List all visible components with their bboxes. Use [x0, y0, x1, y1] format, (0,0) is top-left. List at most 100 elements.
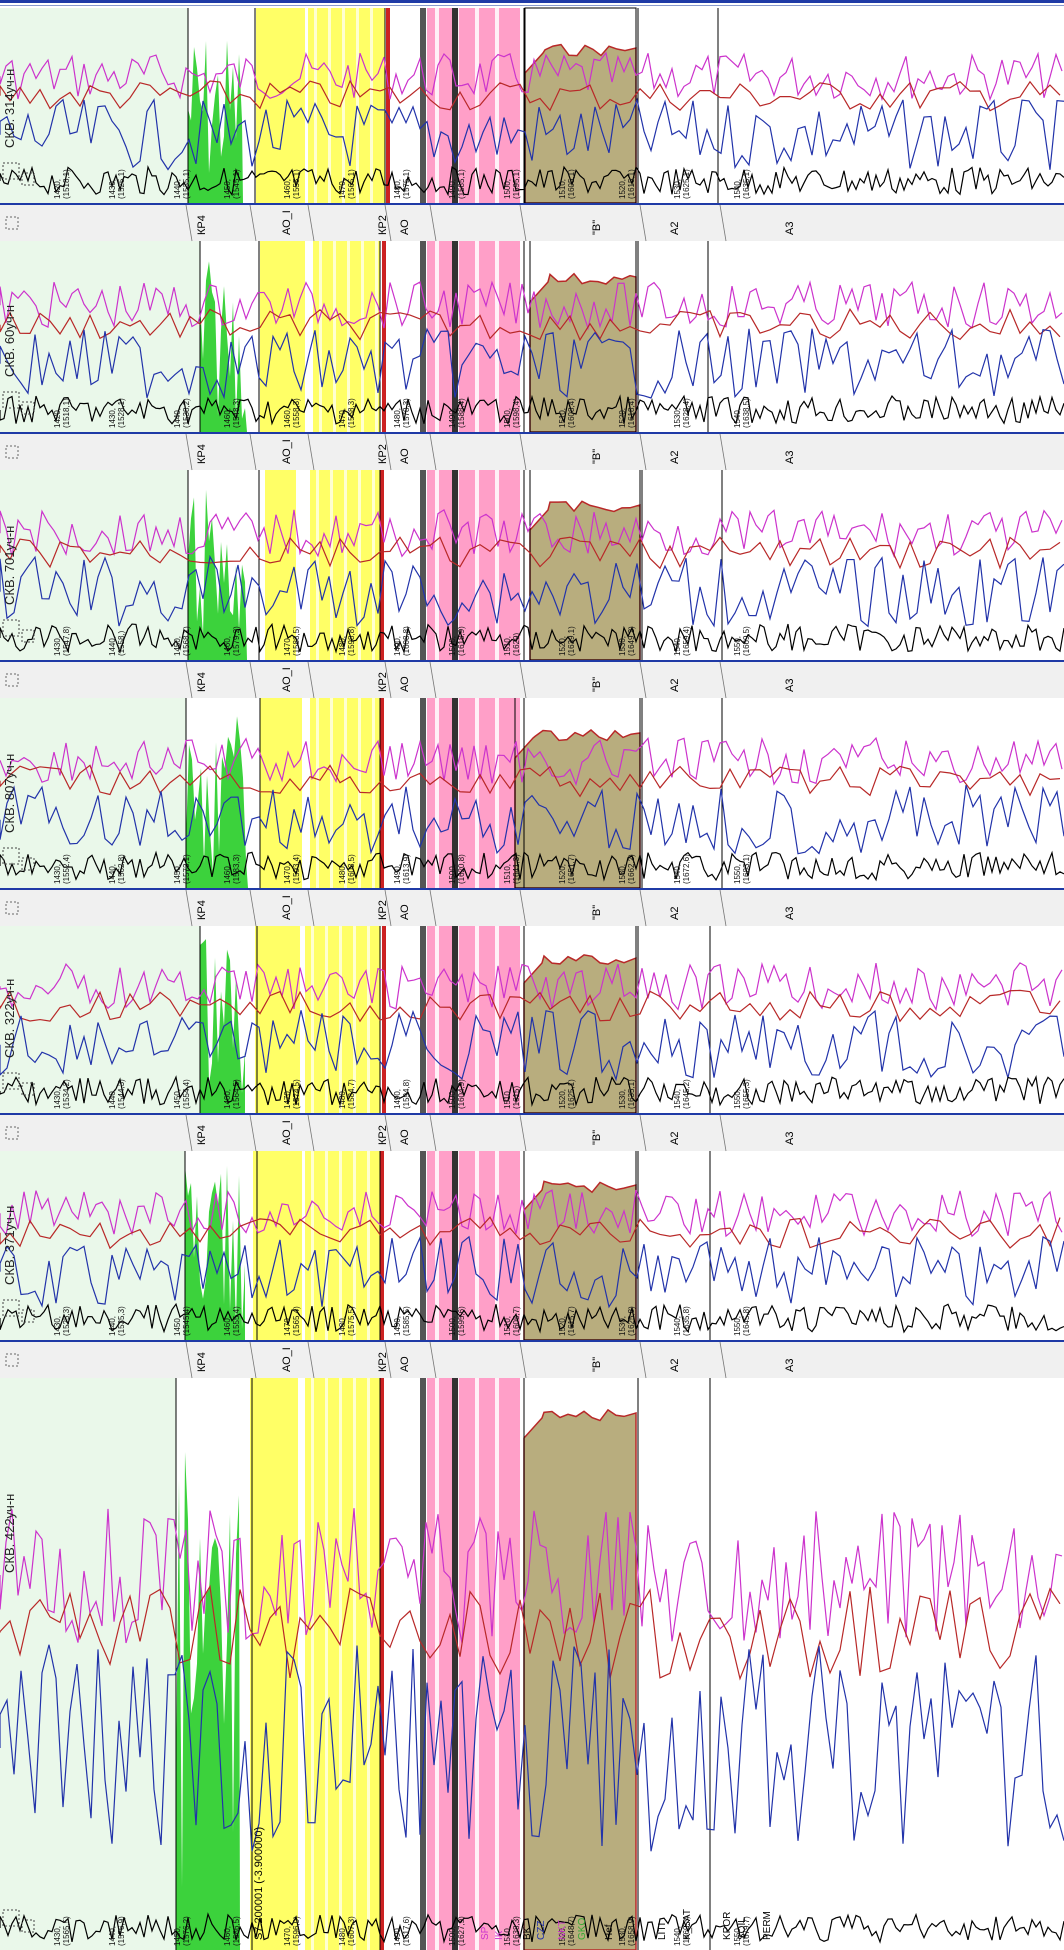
svg-text:(1641,3): (1641,3) [512, 854, 521, 884]
svg-text:1490,: 1490, [393, 1926, 402, 1946]
svg-text:(1548,3): (1548,3) [232, 398, 241, 428]
svg-text:1430,: 1430, [108, 408, 117, 428]
connector-line [719, 889, 727, 927]
strip-label: КР4 [196, 672, 208, 692]
well-track: СКВ. 701уч-н 1430, (1547,8) 1440, (1558,) 145… [0, 464, 1064, 662]
well-marker-icon[interactable] [2, 391, 20, 409]
connector-line [639, 889, 647, 927]
svg-text:1470,: 1470, [283, 1926, 292, 1946]
svg-text:1460,: 1460, [283, 179, 292, 199]
well-track: СКВ. 60уч-н 1420, (1518,1) 1430, (1528,1) 144… [0, 236, 1064, 434]
well-marker-icon[interactable] [2, 162, 20, 180]
dark-marker [420, 8, 426, 203]
strip-label: "В" [591, 449, 603, 464]
red-marker [382, 237, 386, 432]
svg-text:(1518,1): (1518,1) [62, 169, 71, 199]
correlation-strip: КР4 АО_I КР2 АО "В" А2 А3 [0, 204, 1064, 242]
strip-marker-icon[interactable] [5, 901, 19, 915]
depth-label: 1510, (1605,7) [503, 1306, 521, 1336]
pink-streak [475, 465, 479, 660]
yellow-streak [316, 465, 319, 660]
svg-text:1500,: 1500, [448, 864, 457, 884]
svg-text:(1583,3): (1583,3) [232, 854, 241, 884]
yellow-streak [311, 1373, 314, 1950]
svg-text:1500,: 1500, [448, 1316, 457, 1336]
svg-text:1470,: 1470, [338, 408, 347, 428]
olive-fill [529, 272, 637, 433]
strip-label: А2 [669, 907, 681, 920]
strip-label: АО_I [281, 1347, 293, 1372]
svg-text:(1598,8): (1598,8) [347, 626, 356, 656]
well-name: СКВ. 60уч-н [2, 305, 17, 377]
pink-zone [427, 237, 520, 432]
well-marker-icon[interactable] [2, 847, 20, 865]
svg-text:1530,: 1530, [618, 1316, 627, 1336]
svg-text:(1672,6): (1672,6) [682, 854, 691, 884]
depth-label: 1450, (1568,1) [173, 626, 191, 656]
svg-text:(1528,1): (1528,1) [117, 398, 126, 428]
red-marker [386, 8, 390, 203]
strip-label: АО_I [281, 439, 293, 464]
pink-streak [495, 1145, 499, 1340]
svg-text:1470,: 1470, [283, 1089, 292, 1109]
well-marker-icon[interactable] [2, 1909, 20, 1927]
curve-label: BK [522, 1926, 533, 1940]
svg-text:1520,: 1520, [558, 1926, 567, 1946]
well-marker-icon[interactable] [2, 1299, 20, 1317]
depth-label: 1530, (1635,1) [618, 1079, 636, 1109]
depth-label: 1470, (1593,4) [283, 854, 301, 884]
depth-box-icon [21, 1082, 35, 1096]
svg-text:(1625,1): (1625,1) [567, 1079, 576, 1109]
connector-line [307, 204, 315, 242]
yellow-streak [353, 918, 356, 1113]
svg-text:(1525,1): (1525,1) [117, 169, 126, 199]
curve-blue [0, 1235, 1064, 1309]
depth-label: 1500, (1595,6) [448, 1306, 466, 1336]
well-marker-icon[interactable] [2, 619, 20, 637]
depth-label: 1440, (1544,3) [108, 1079, 126, 1109]
depth-label: 1480, (1584,7) [338, 1079, 356, 1109]
connector-line [429, 204, 437, 242]
track-bottom-border [0, 660, 1064, 662]
curve-red [0, 989, 1061, 1023]
svg-text:1540,: 1540, [673, 636, 682, 656]
svg-text:1530,: 1530, [618, 1089, 627, 1109]
yellow-zone-a [260, 693, 302, 888]
connector-line [519, 433, 527, 471]
yellow-zone-a [255, 918, 300, 1113]
depth-label: 1460, (1564,5) [223, 1079, 241, 1109]
depth-label: 1470, (1574,5) [283, 1079, 301, 1109]
svg-text:1500,: 1500, [503, 179, 512, 199]
pink-streak [475, 8, 479, 203]
strip-marker-icon[interactable] [5, 1126, 19, 1140]
strip-label: "В" [591, 905, 603, 920]
well-marker-icon[interactable] [2, 1072, 20, 1090]
strip-marker-icon[interactable] [5, 1353, 19, 1367]
svg-text:1520,: 1520, [558, 636, 567, 656]
strip-marker-icon[interactable] [5, 673, 19, 687]
curve-label: NKT [557, 1920, 568, 1940]
svg-text:(1603,5): (1603,5) [347, 854, 356, 884]
svg-text:1500,: 1500, [448, 636, 457, 656]
svg-text:(1607,3): (1607,3) [347, 1916, 356, 1946]
pink-streak [435, 693, 439, 888]
connector-line [719, 204, 727, 242]
dark-marker [452, 1145, 458, 1340]
curve-label: Hef [604, 1924, 615, 1940]
yellow-streak [319, 237, 322, 432]
svg-text:1500,: 1500, [503, 408, 512, 428]
svg-text:(1593,4): (1593,4) [292, 854, 301, 884]
svg-text:(1552,4): (1552,4) [62, 854, 71, 884]
strip-marker-icon[interactable] [5, 445, 19, 459]
svg-text:(1544,3): (1544,3) [117, 1079, 126, 1109]
svg-text:(1568,3): (1568,3) [347, 398, 356, 428]
strip-label: А2 [669, 451, 681, 464]
depth-label: 1470, (1596,9) [283, 1916, 301, 1946]
depth-label: 1490, (1608,8) [393, 626, 411, 656]
svg-text:1490,: 1490, [448, 408, 457, 428]
svg-text:1510,: 1510, [558, 179, 567, 199]
strip-marker-icon[interactable] [5, 216, 19, 230]
pink-streak [475, 1373, 479, 1950]
